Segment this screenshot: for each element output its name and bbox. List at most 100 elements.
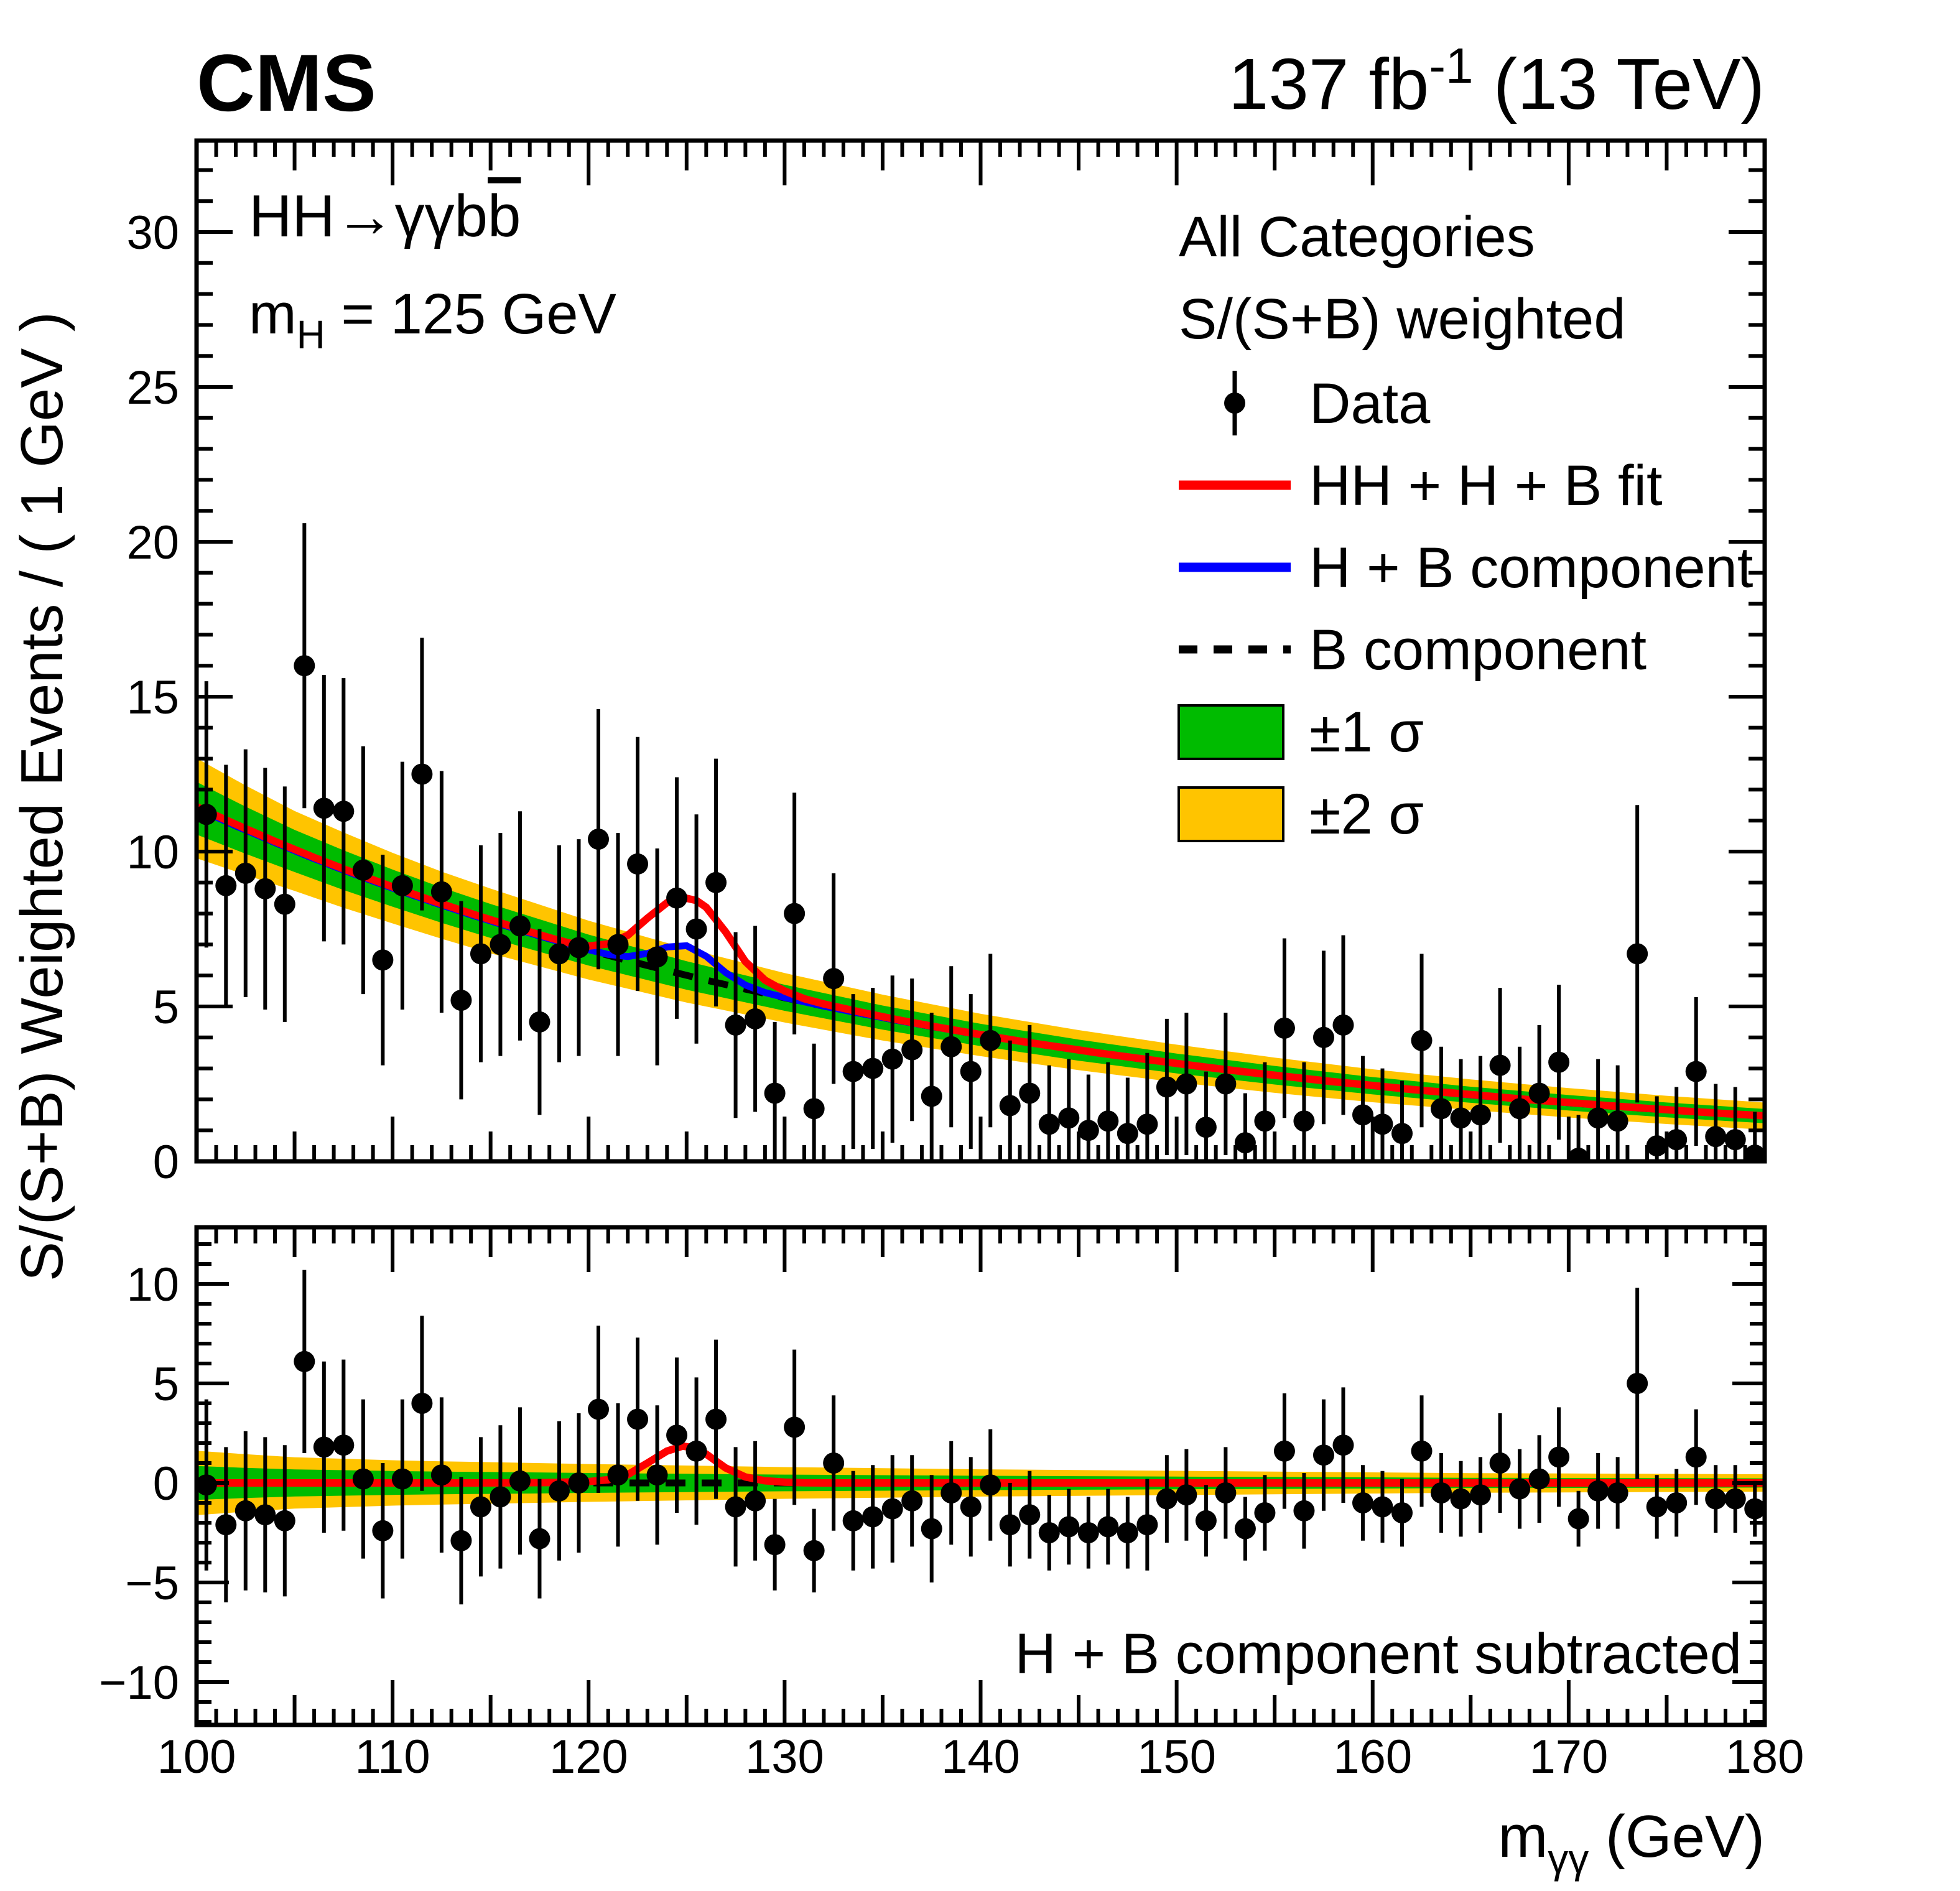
data-point-residual <box>1568 1508 1589 1530</box>
data-point <box>313 797 335 819</box>
data-point <box>1431 1098 1452 1120</box>
tick-label: 0 <box>153 1136 179 1189</box>
data-point-residual <box>274 1510 295 1531</box>
data-point-residual <box>548 1480 570 1502</box>
data-point <box>391 875 413 896</box>
data-point-residual <box>490 1486 511 1508</box>
data-point-residual <box>646 1464 668 1486</box>
legend-data-marker-icon <box>1224 393 1245 414</box>
bottom-data-points <box>197 1270 1765 1605</box>
data-point-residual <box>823 1452 845 1474</box>
data-point-residual <box>1117 1522 1138 1543</box>
data-point-residual <box>1136 1514 1158 1536</box>
data-point <box>980 1029 1001 1051</box>
data-point-residual <box>1724 1488 1746 1510</box>
data-point <box>1705 1126 1727 1148</box>
data-point <box>646 946 668 968</box>
data-point-residual <box>470 1496 491 1518</box>
data-point-residual <box>1705 1488 1727 1510</box>
tick-label: −10 <box>99 1656 179 1709</box>
data-point-residual <box>862 1506 884 1528</box>
legend-two-sigma-box-icon <box>1177 786 1284 842</box>
data-point <box>764 1082 786 1104</box>
data-point <box>1744 1145 1765 1161</box>
data-point-residual <box>450 1530 472 1551</box>
data-point-residual <box>1509 1478 1531 1500</box>
legend-all-categories: All Categories <box>1179 205 1535 269</box>
data-point-residual <box>705 1408 727 1430</box>
data-point-residual <box>1038 1522 1060 1543</box>
data-point <box>430 881 452 903</box>
data-point <box>548 943 570 965</box>
data-point-residual <box>1411 1440 1433 1462</box>
data-point-residual <box>921 1518 942 1540</box>
hh-fit-curve-residual <box>197 1442 1765 1487</box>
data-point-residual <box>1587 1480 1609 1502</box>
data-point <box>1509 1098 1531 1120</box>
data-point <box>1470 1104 1492 1126</box>
data-point <box>842 1061 864 1082</box>
tick-label: 160 <box>1333 1731 1412 1783</box>
data-point <box>1685 1061 1707 1082</box>
data-point-residual <box>1352 1492 1373 1513</box>
legend-one-sigma-box-icon <box>1177 704 1284 760</box>
data-point-residual <box>842 1510 864 1531</box>
data-point-residual <box>1176 1484 1197 1506</box>
data-point-residual <box>333 1434 355 1456</box>
data-point-residual <box>372 1520 394 1541</box>
data-point <box>1058 1107 1080 1129</box>
data-point-residual <box>1156 1488 1177 1510</box>
data-point-residual <box>1019 1504 1041 1526</box>
data-point <box>274 893 295 915</box>
data-point-residual <box>685 1440 707 1462</box>
data-point <box>627 853 649 875</box>
channel-label: HH→γγbb <box>249 183 521 249</box>
data-point <box>1117 1123 1138 1145</box>
tick-label: 100 <box>157 1731 236 1783</box>
tick-label: 30 <box>126 207 179 259</box>
subtracted-label: H + B component subtracted <box>1015 1622 1742 1686</box>
tick-label: 120 <box>549 1731 628 1783</box>
tick-label: −5 <box>125 1557 179 1610</box>
data-point <box>1176 1073 1197 1095</box>
data-point-residual <box>294 1350 315 1372</box>
legend: All Categories S/(S+B) weighted Data HH … <box>1177 205 1753 846</box>
data-point <box>1372 1113 1393 1135</box>
data-point <box>862 1057 884 1079</box>
legend-data: Data <box>1309 372 1431 435</box>
data-point <box>1568 1148 1589 1161</box>
data-point <box>607 934 629 955</box>
data-point-residual <box>999 1514 1021 1536</box>
legend-weighted: S/(S+B) weighted <box>1179 287 1625 351</box>
data-point-residual <box>901 1490 923 1512</box>
data-point-residual <box>764 1534 786 1556</box>
data-point <box>881 1048 903 1070</box>
bottom-fit-curves <box>197 1442 1765 1487</box>
data-point <box>685 918 707 940</box>
tick-label: 20 <box>126 516 179 569</box>
legend-two-sigma: ±2 σ <box>1309 783 1424 846</box>
data-point-residual <box>197 1474 217 1496</box>
data-point <box>450 990 472 1011</box>
data-point <box>1391 1123 1413 1145</box>
data-point-residual <box>254 1504 276 1526</box>
tick-label: 170 <box>1529 1731 1608 1783</box>
cms-label: CMS <box>197 37 376 128</box>
data-point-residual <box>1097 1516 1119 1538</box>
data-point-residual <box>1058 1516 1080 1538</box>
data-point <box>1156 1076 1177 1098</box>
data-point <box>1627 943 1648 965</box>
data-point-residual <box>960 1496 982 1518</box>
data-point-residual <box>1666 1492 1688 1513</box>
data-point <box>470 943 491 965</box>
tick-label: 5 <box>153 1358 179 1411</box>
axis-tick-labels: 100 110 120 130 140 150 160 170 180051015202530−… <box>99 207 1804 1783</box>
data-point-residual <box>1312 1444 1334 1466</box>
data-point <box>1077 1120 1099 1141</box>
data-point <box>235 862 256 884</box>
data-point <box>490 934 511 955</box>
data-point <box>1587 1107 1609 1129</box>
data-point <box>1411 1029 1433 1051</box>
data-point <box>1195 1117 1217 1138</box>
data-point-residual <box>391 1468 413 1490</box>
